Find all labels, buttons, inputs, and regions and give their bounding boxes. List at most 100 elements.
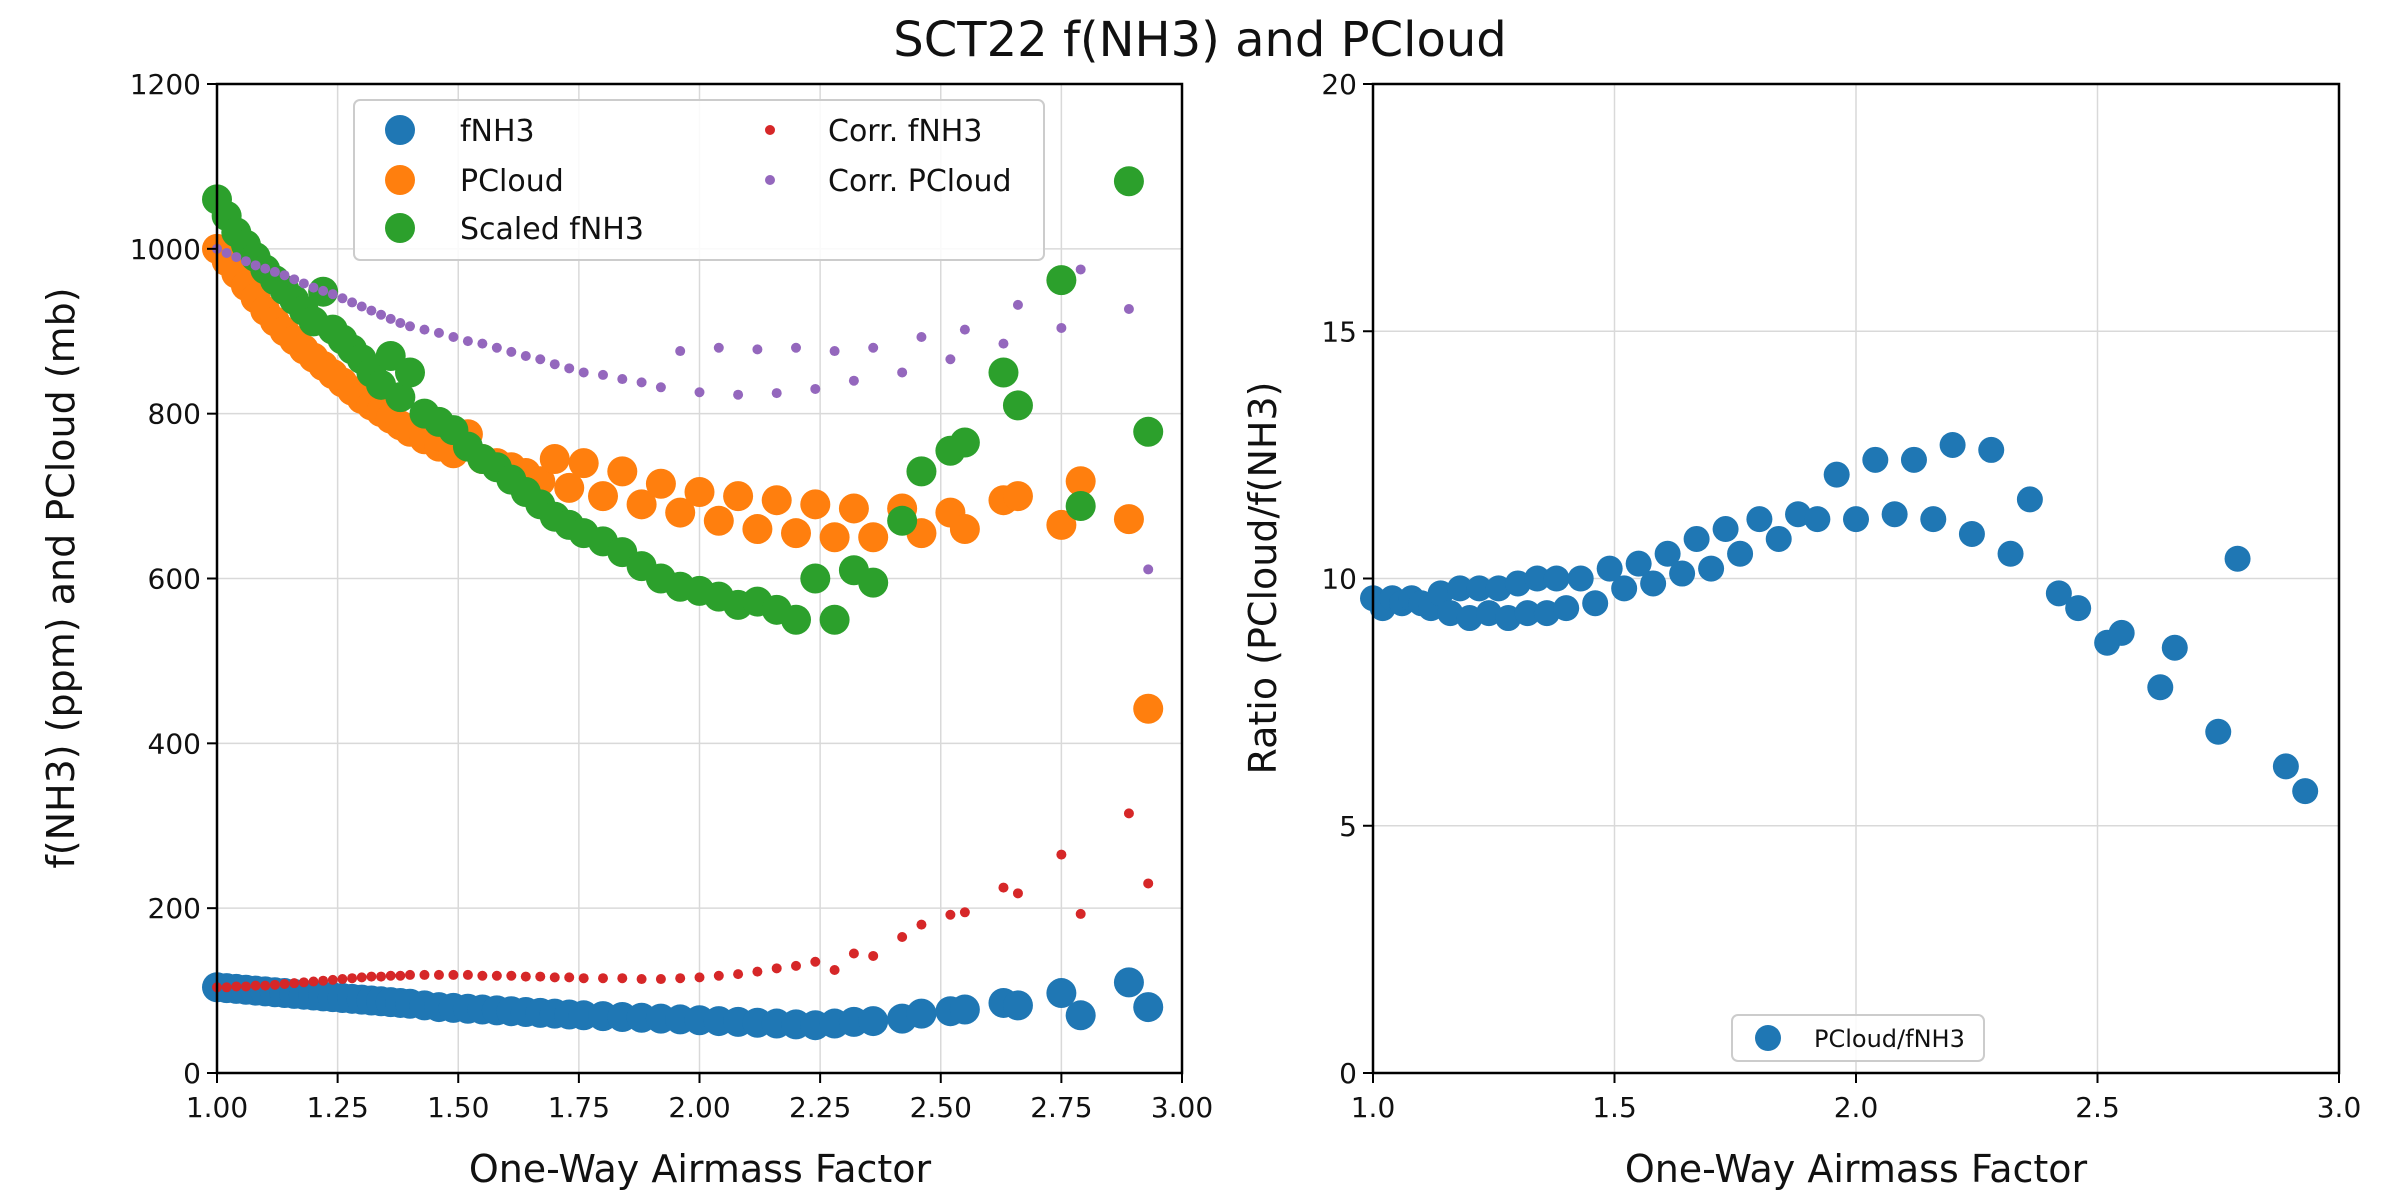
left-point-scaled-fnh3 bbox=[1002, 390, 1033, 421]
left-point-corr-fnh3 bbox=[636, 974, 647, 985]
left-point-pcloud bbox=[800, 489, 831, 520]
left-point-corr-pcloud bbox=[347, 297, 358, 308]
left-point-corr-fnh3 bbox=[1123, 808, 1134, 819]
right-point-pcloud-fnh3 bbox=[1958, 520, 1985, 547]
left-point-corr-fnh3 bbox=[260, 980, 271, 991]
left-chart-ylabel: f(NH3) (ppm) and PCloud (mb) bbox=[39, 287, 83, 868]
left-point-corr-fnh3 bbox=[366, 971, 377, 982]
right-x-tick-label: 2.5 bbox=[2075, 1091, 2120, 1124]
left-point-corr-fnh3 bbox=[897, 932, 908, 943]
left-point-corr-pcloud bbox=[868, 342, 879, 353]
left-point-corr-pcloud bbox=[366, 305, 377, 316]
left-point-corr-fnh3 bbox=[998, 882, 1009, 893]
left-chart-legend: fNH3 PCloud Scaled fNH3 Corr. fNH3 Corr. PCl… bbox=[353, 99, 1045, 261]
right-point-pcloud-fnh3 bbox=[1698, 555, 1725, 582]
left-point-corr-pcloud bbox=[298, 278, 309, 289]
left-point-pcloud bbox=[858, 522, 889, 553]
right-point-pcloud-fnh3 bbox=[1596, 555, 1623, 582]
left-point-corr-fnh3 bbox=[535, 971, 546, 982]
left-point-corr-pcloud bbox=[462, 336, 473, 347]
right-point-pcloud-fnh3 bbox=[2205, 718, 2232, 745]
left-point-corr-pcloud bbox=[289, 274, 300, 285]
right-point-pcloud-fnh3 bbox=[1543, 565, 1570, 592]
left-legend-label: Scaled fNH3 bbox=[460, 212, 644, 247]
left-point-scaled-fnh3 bbox=[395, 357, 425, 388]
left-point-scaled-fnh3 bbox=[988, 357, 1019, 388]
left-point-pcloud bbox=[554, 472, 585, 503]
left-point-pcloud bbox=[539, 443, 570, 474]
left-x-tick-label: 2.25 bbox=[789, 1091, 851, 1124]
right-y-tick-label: 10 bbox=[1321, 563, 1357, 596]
left-point-corr-pcloud bbox=[405, 321, 415, 332]
right-point-pcloud-fnh3 bbox=[2016, 486, 2043, 513]
right-point-pcloud-fnh3 bbox=[1727, 540, 1754, 567]
left-point-scaled-fnh3 bbox=[800, 563, 831, 594]
left-point-corr-fnh3 bbox=[959, 907, 970, 918]
right-point-pcloud-fnh3 bbox=[1978, 436, 2005, 463]
left-point-pcloud bbox=[949, 514, 980, 545]
left-point-corr-fnh3 bbox=[221, 982, 232, 993]
left-point-corr-fnh3 bbox=[520, 971, 531, 982]
left-point-corr-pcloud bbox=[578, 367, 589, 378]
left-point-pcloud bbox=[645, 468, 676, 499]
left-point-scaled-fnh3 bbox=[906, 456, 937, 487]
left-chart-xlabel: One-Way Airmass Factor bbox=[469, 1147, 932, 1191]
right-point-pcloud-fnh3 bbox=[2147, 674, 2174, 701]
left-y-tick-label: 400 bbox=[148, 727, 201, 760]
left-point-corr-fnh3 bbox=[675, 973, 686, 984]
left-point-corr-fnh3 bbox=[1143, 878, 1154, 889]
left-point-pcloud bbox=[1002, 481, 1033, 512]
right-point-pcloud-fnh3 bbox=[1765, 525, 1792, 552]
left-point-scaled-fnh3 bbox=[781, 604, 811, 635]
left-point-corr-fnh3 bbox=[337, 974, 348, 985]
left-point-pcloud bbox=[626, 489, 657, 520]
left-point-corr-fnh3 bbox=[308, 976, 319, 987]
left-point-corr-fnh3 bbox=[405, 969, 415, 980]
left-point-corr-fnh3 bbox=[448, 969, 459, 980]
left-point-corr-fnh3 bbox=[395, 970, 406, 981]
right-point-pcloud-fnh3 bbox=[1746, 506, 1773, 533]
left-point-fnh3 bbox=[906, 998, 937, 1029]
left-point-pcloud bbox=[781, 518, 811, 549]
left-point-corr-pcloud bbox=[713, 342, 724, 353]
left-y-tick-label: 800 bbox=[148, 398, 201, 431]
left-point-corr-fnh3 bbox=[1012, 888, 1023, 899]
left-point-pcloud bbox=[607, 456, 638, 487]
left-point-pcloud bbox=[1065, 466, 1096, 497]
left-point-pcloud bbox=[684, 476, 715, 507]
left-x-tick-label: 2.00 bbox=[668, 1091, 730, 1124]
left-point-pcloud bbox=[1133, 693, 1164, 724]
left-point-corr-fnh3 bbox=[1056, 849, 1067, 860]
right-point-pcloud-fnh3 bbox=[1625, 550, 1652, 577]
left-point-fnh3 bbox=[1046, 978, 1077, 1009]
left-point-corr-pcloud bbox=[549, 359, 560, 370]
left-point-corr-fnh3 bbox=[327, 974, 338, 985]
right-point-pcloud-fnh3 bbox=[1567, 565, 1594, 592]
left-point-corr-pcloud bbox=[318, 285, 329, 296]
left-point-pcloud bbox=[761, 485, 792, 516]
right-point-pcloud-fnh3 bbox=[2108, 619, 2135, 646]
left-point-corr-pcloud bbox=[1075, 264, 1086, 275]
left-point-pcloud bbox=[1046, 509, 1077, 540]
left-point-corr-pcloud bbox=[535, 354, 546, 365]
left-point-corr-fnh3 bbox=[945, 909, 956, 920]
right-legend-box bbox=[1731, 1014, 1985, 1062]
left-point-corr-pcloud bbox=[829, 346, 840, 357]
right-point-pcloud-fnh3 bbox=[1514, 600, 1541, 627]
right-chart-legend: PCloud/fNH3 bbox=[1731, 1014, 1985, 1062]
right-point-pcloud-fnh3 bbox=[1654, 540, 1681, 567]
right-point-pcloud-fnh3 bbox=[1997, 540, 2024, 567]
right-x-tick-label: 1.5 bbox=[1592, 1091, 1637, 1124]
left-point-corr-fnh3 bbox=[868, 950, 879, 961]
left-point-corr-fnh3 bbox=[549, 972, 560, 983]
left-legend-marker bbox=[765, 125, 775, 135]
left-point-corr-pcloud bbox=[240, 256, 251, 267]
right-point-pcloud-fnh3 bbox=[1582, 590, 1609, 617]
right-chart-ticks: 1.0 1.5 2.0 2.5 3.0 0 5 10 15 20 bbox=[1321, 68, 2361, 1124]
left-point-corr-fnh3 bbox=[419, 969, 430, 980]
left-point-corr-fnh3 bbox=[279, 978, 290, 989]
left-chart-points bbox=[202, 166, 1164, 1041]
left-chart-ticks: 1.00 1.25 1.50 1.75 2.00 2.25 2.50 2.75 3.00 0 200… bbox=[130, 68, 1213, 1124]
left-point-corr-fnh3 bbox=[506, 970, 517, 981]
right-y-tick-label: 0 bbox=[1339, 1057, 1357, 1090]
